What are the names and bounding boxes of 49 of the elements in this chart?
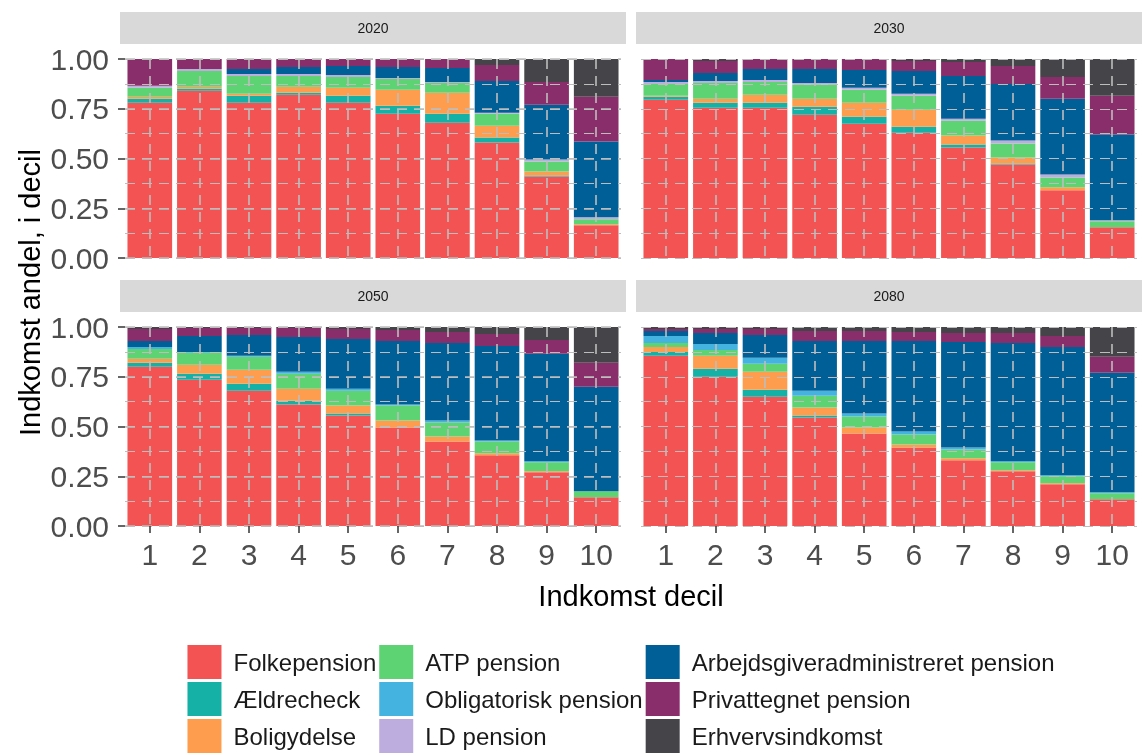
x-tick-label: 9	[538, 537, 555, 571]
y-tick-label: 1.00	[50, 42, 109, 76]
panel-header: 2030	[636, 12, 1142, 44]
x-tick-label: 8	[1004, 537, 1022, 571]
x-tick-label: 1	[141, 537, 159, 571]
y-tick-label: 0.50	[50, 142, 109, 175]
x-tick-label: 8	[488, 537, 506, 571]
x-tick-label: 3	[756, 537, 774, 571]
y-tick-label: 0.75	[50, 360, 109, 394]
x-tick-label: 4	[806, 537, 823, 571]
legend-label: ATP pension	[425, 648, 561, 676]
x-tick-label: 7	[439, 537, 456, 571]
y-tick-label: 0.00	[50, 241, 109, 275]
x-tick-label: 6	[389, 537, 407, 571]
x-tick-label: 5	[855, 537, 873, 571]
x-tick-label: 10	[1095, 537, 1129, 571]
y-tick-label: 0.00	[50, 509, 109, 543]
legend-label: Obligatorisk pension	[425, 685, 643, 713]
y-tick-label: 0.50	[50, 410, 109, 443]
legend-label: Ældrecheck	[233, 685, 362, 713]
chart-title: 2080	[873, 288, 905, 304]
legend-label: LD pension	[425, 722, 547, 750]
chart-title: 2030	[873, 20, 905, 36]
x-tick-label: 2	[707, 537, 724, 571]
panel-header: 2050	[120, 280, 626, 312]
y-tick-label: 0.25	[50, 191, 109, 225]
x-tick-label: 2	[191, 537, 208, 571]
x-tick-label: 6	[905, 537, 923, 571]
legend-label: Erhvervsindkomst	[691, 722, 883, 750]
legend-label: Boligydelse	[233, 722, 357, 750]
y-tick-label: 0.25	[50, 459, 109, 493]
legend-label: Folkepension	[233, 648, 377, 676]
panel-header: 2080	[636, 280, 1142, 312]
x-tick-label: 5	[339, 537, 357, 571]
panel-header: 2020	[120, 12, 626, 44]
x-tick-label: 3	[240, 537, 258, 571]
x-tick-label: 4	[290, 537, 307, 571]
y-axis-title: Indkomst andel, i decil	[14, 149, 46, 436]
x-tick-label: 9	[1054, 537, 1071, 571]
x-tick-label: 1	[657, 537, 675, 571]
x-tick-label: 7	[955, 537, 972, 571]
x-tick-label: 10	[579, 537, 613, 571]
x-axis-title: Indkomst decil	[538, 580, 724, 612]
y-tick-label: 1.00	[50, 310, 109, 344]
legend-label: Arbejdsgiveradministreret pension	[691, 648, 1055, 676]
y-tick-label: 0.75	[50, 92, 109, 126]
chart-title: 2050	[357, 288, 389, 304]
legend-label: Privattegnet pension	[691, 685, 911, 713]
chart-title: 2020	[357, 20, 389, 36]
